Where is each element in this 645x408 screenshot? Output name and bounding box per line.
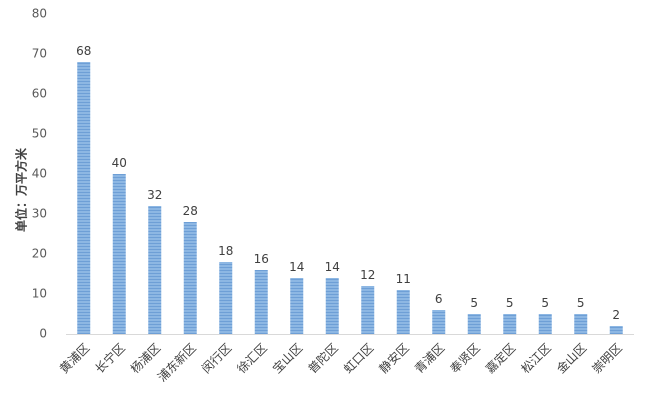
y-tick-label: 0	[39, 327, 47, 341]
category-label: 金山区	[553, 340, 589, 376]
bar	[148, 206, 162, 334]
bar	[290, 278, 304, 334]
category-label: 浦东新区	[154, 340, 199, 385]
data-label: 16	[254, 252, 269, 266]
bar	[609, 326, 623, 334]
data-label: 5	[470, 296, 478, 310]
data-label: 2	[612, 308, 620, 322]
category-label: 嘉定区	[482, 340, 518, 376]
category-label: 黄浦区	[57, 341, 92, 376]
category-label: 闵行区	[198, 340, 234, 376]
y-tick-label: 70	[32, 47, 47, 61]
data-label: 12	[360, 268, 375, 282]
data-label: 18	[218, 244, 233, 258]
data-label: 14	[289, 260, 304, 274]
data-label: 28	[183, 204, 198, 218]
category-label: 奉贤区	[447, 341, 482, 376]
bar	[77, 62, 91, 334]
y-axis-title: 单位：万平方米	[14, 147, 29, 232]
data-label: 5	[577, 296, 585, 310]
data-label: 40	[112, 156, 127, 170]
data-label: 11	[396, 272, 411, 286]
bar	[112, 174, 126, 334]
data-label: 5	[541, 296, 549, 310]
category-label: 徐汇区	[234, 340, 270, 376]
data-label: 68	[76, 44, 91, 58]
bar	[432, 310, 446, 334]
data-label: 32	[147, 188, 162, 202]
y-tick-label: 10	[32, 287, 47, 301]
bar	[574, 314, 588, 334]
bar	[467, 314, 481, 334]
data-label: 14	[325, 260, 340, 274]
category-label: 宝山区	[270, 341, 305, 376]
bars-group	[77, 62, 623, 334]
bar	[503, 314, 517, 334]
y-tick-label: 20	[32, 247, 47, 261]
category-label: 静安区	[376, 340, 412, 376]
data-label: 5	[506, 296, 514, 310]
category-label: 松江区	[518, 341, 553, 376]
category-label: 青浦区	[412, 341, 447, 376]
y-tick-label: 80	[32, 7, 47, 21]
bar	[538, 314, 552, 334]
category-label: 长宁区	[92, 340, 128, 376]
bar	[254, 270, 268, 334]
bar	[361, 286, 375, 334]
data-label: 6	[435, 292, 443, 306]
category-label: 普陀区	[305, 340, 341, 376]
bar	[396, 290, 410, 334]
y-tick-label: 30	[32, 207, 47, 221]
data-labels-group: 68 40 32 28 18 16 14 14 12 11 6 5 5 5 5 2	[76, 44, 620, 322]
y-tick-label: 50	[32, 127, 47, 141]
y-tick-label: 60	[32, 87, 47, 101]
y-axis-ticks: 0 10 20 30 40 50 60 70 80	[32, 7, 47, 341]
category-label: 虹口区	[341, 341, 376, 376]
y-tick-label: 40	[32, 167, 47, 181]
category-label: 崇明区	[589, 341, 624, 376]
bar	[219, 262, 233, 334]
bar	[183, 222, 197, 334]
bar	[325, 278, 339, 334]
